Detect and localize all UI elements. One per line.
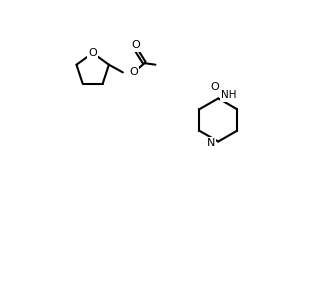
Text: O: O	[210, 82, 219, 92]
Text: N: N	[207, 138, 215, 148]
Text: O: O	[88, 48, 97, 58]
Text: O: O	[129, 67, 138, 77]
Text: O: O	[131, 41, 140, 51]
Text: NH: NH	[221, 90, 237, 100]
